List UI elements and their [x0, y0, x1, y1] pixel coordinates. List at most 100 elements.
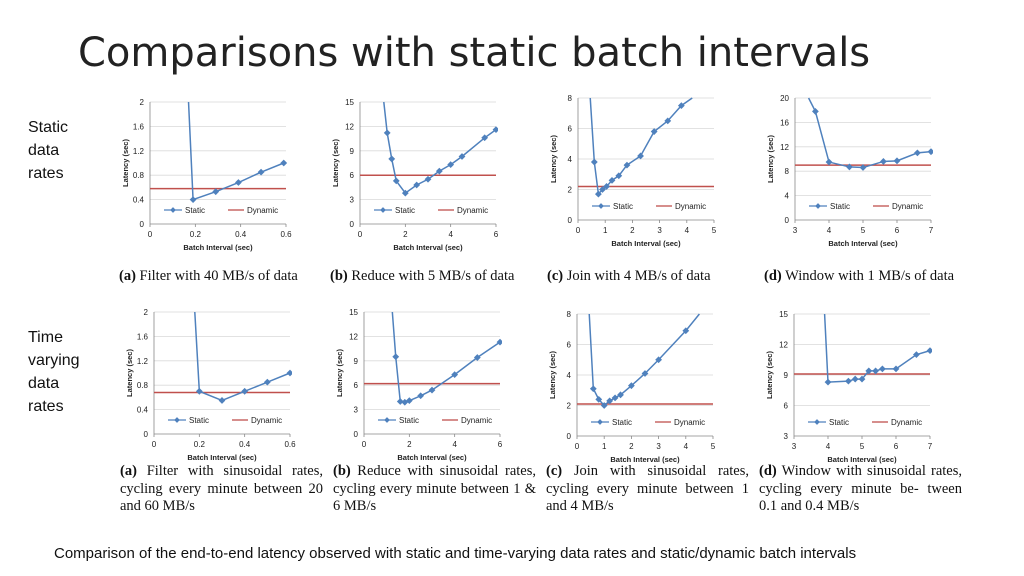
static-series-line — [194, 311, 291, 402]
static-series-line — [383, 101, 497, 195]
y-tick-label: 0.4 — [133, 196, 145, 205]
caption-tag: (d) — [759, 463, 777, 479]
static-point — [824, 378, 832, 386]
x-tick-label: 2 — [407, 440, 412, 449]
slide-title: Comparisons with static batch intervals — [78, 30, 871, 76]
x-tick-label: 6 — [498, 440, 503, 449]
static-point — [914, 149, 921, 157]
y-tick-label: 0.8 — [133, 171, 145, 180]
static-point — [611, 394, 619, 402]
x-axis-label: Batch Interval (sec) — [611, 239, 681, 248]
static-point — [623, 161, 631, 169]
chart-filter-static: 0 0.4 0.8 1.2 1.6 2 0 0.2 0.4 0.6 Batch Interval (… — [121, 98, 292, 252]
legend-static-marker — [597, 419, 603, 425]
legend-static-label: Static — [399, 416, 419, 425]
y-axis-label: Latency (sec) — [331, 139, 340, 187]
static-point — [280, 159, 288, 167]
y-tick-label: 6 — [350, 171, 355, 180]
y-axis-label: Latency (sec) — [548, 351, 557, 399]
x-tick-label: 0 — [148, 230, 153, 239]
y-tick-label: 0 — [140, 220, 145, 229]
caption-text: Filter with sinusoidal rates, cycling ev… — [120, 463, 324, 514]
x-tick-label: 0 — [575, 442, 580, 451]
x-tick-label: 0.6 — [280, 230, 292, 239]
side-label-line: rates — [28, 165, 64, 182]
x-tick-label: 2 — [403, 230, 408, 239]
x-tick-label: 0.2 — [190, 230, 202, 239]
side-label-line: rates — [28, 398, 64, 415]
static-series-line — [187, 101, 285, 201]
plot-area — [578, 97, 714, 198]
legend-static-label: Static — [185, 206, 205, 215]
y-tick-label: 6 — [568, 125, 573, 134]
legend-dynamic-label: Dynamic — [457, 206, 488, 215]
caption-a-varying: (a) Filter with sinusoidal rates, cyclin… — [120, 463, 323, 516]
static-point — [424, 175, 432, 183]
static-point — [926, 347, 932, 354]
static-point — [235, 179, 242, 186]
x-tick-label: 1 — [603, 226, 608, 235]
x-tick-label: 5 — [711, 442, 716, 451]
static-point — [617, 391, 624, 399]
y-tick-label: 6 — [567, 341, 572, 350]
x-tick-label: 0.4 — [235, 230, 247, 239]
static-series-line — [807, 97, 932, 169]
y-axis-label: Latency (sec) — [766, 135, 775, 183]
x-tick-label: 4 — [684, 442, 689, 451]
chart-reduce-static: 0 3 6 9 12 15 0 2 4 6 Batch Interval (sec) Latency … — [331, 98, 499, 252]
y-tick-label: 1.6 — [133, 122, 145, 131]
static-point — [396, 398, 404, 405]
x-axis-label: Batch Interval (sec) — [187, 453, 257, 462]
y-tick-label: 9 — [350, 147, 355, 156]
x-tick-label: 7 — [929, 226, 934, 235]
x-tick-label: 4 — [448, 230, 453, 239]
x-tick-label: 5 — [861, 226, 866, 235]
y-tick-label: 1.2 — [133, 147, 145, 156]
x-tick-label: 0.6 — [284, 440, 296, 449]
static-point — [595, 190, 602, 198]
legend-static-label: Static — [189, 416, 209, 425]
y-tick-label: 2 — [144, 308, 149, 317]
static-point — [383, 129, 391, 137]
static-point — [846, 163, 853, 171]
static-point — [589, 385, 597, 393]
x-tick-label: 4 — [827, 226, 832, 235]
x-tick-label: 0 — [576, 226, 581, 235]
x-tick-label: 6 — [895, 226, 900, 235]
static-point — [195, 387, 203, 395]
y-tick-label: 8 — [568, 94, 573, 103]
side-label-static: Static data rates — [28, 116, 68, 185]
x-axis-label: Batch Interval (sec) — [828, 239, 898, 248]
x-tick-label: 2 — [629, 442, 634, 451]
chart-reduce-varying: 0 3 6 9 12 15 0 2 4 6 Batch Interval (sec) Latency … — [335, 308, 503, 462]
caption-text: Reduce with sinusoidal rates, cycling ev… — [333, 463, 537, 514]
y-tick-label: 3 — [354, 406, 359, 415]
legend-dynamic-label: Dynamic — [247, 206, 278, 215]
static-point — [599, 186, 606, 193]
static-point — [428, 386, 436, 394]
y-tick-label: 9 — [354, 357, 359, 366]
caption-tag: (b) — [330, 268, 348, 284]
y-tick-label: 0 — [785, 216, 790, 225]
side-label-line: data — [28, 142, 60, 159]
chart-window-static: 0 4 8 12 16 20 3 4 5 6 7 Batch Interval (sec) Latenc… — [766, 94, 934, 248]
caption-text: Window with sinusoidal rates, cycling ev… — [759, 463, 962, 514]
x-tick-label: 4 — [826, 442, 831, 451]
caption-a-static: (a) Filter with 40 MB/s of data — [119, 268, 298, 286]
x-tick-label: 0.4 — [239, 440, 251, 449]
side-label-line: Time — [28, 329, 63, 346]
y-axis-label: Latency (sec) — [549, 135, 558, 183]
static-point — [655, 356, 662, 364]
static-point — [893, 157, 901, 165]
legend-static-marker — [384, 417, 390, 423]
static-series-line — [588, 313, 700, 407]
x-axis-label: Batch Interval (sec) — [183, 243, 253, 252]
caption-text: Join with 4 MB/s of data — [566, 268, 711, 284]
plot-area — [154, 311, 292, 404]
y-tick-label: 4 — [568, 155, 573, 164]
legend-static-label: Static — [613, 202, 633, 211]
x-tick-label: 6 — [894, 442, 899, 451]
static-point — [392, 353, 400, 361]
static-point — [447, 161, 455, 169]
caption-b-static: (b) Reduce with 5 MB/s of data — [330, 268, 514, 286]
